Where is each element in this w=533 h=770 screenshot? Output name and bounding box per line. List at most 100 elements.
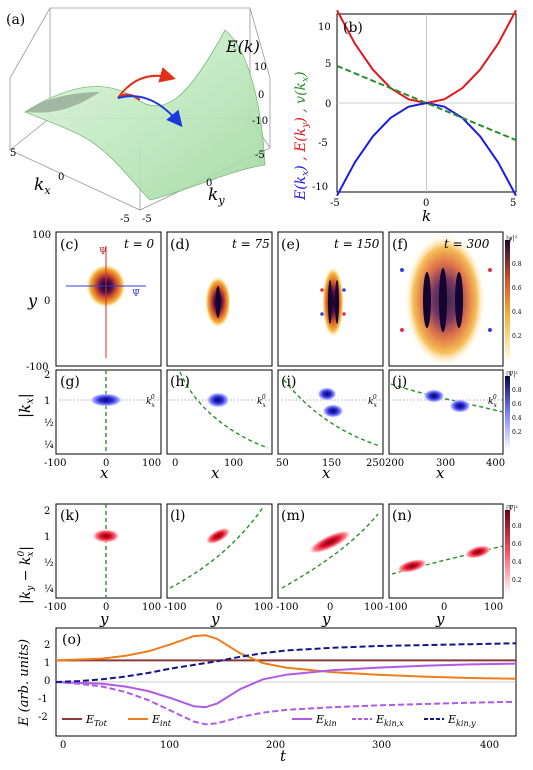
panel-a-xlabel: kx (34, 175, 51, 197)
panel-f-vortex-1 (400, 268, 404, 272)
panel-e-vortex-2 (342, 288, 346, 292)
row3-ytick-2: 2 (44, 506, 50, 517)
panel-l-blob (205, 527, 231, 545)
panel-j-xtick-0: 200 (385, 458, 404, 469)
panel-f-vortex-2 (488, 268, 492, 272)
row2-cbar-tick-3: 0.2 (512, 429, 522, 436)
panel-a-ytick-zero: 0 (206, 178, 212, 189)
panel-j-label: (j) (392, 374, 407, 390)
row2-panels-group: (g) (h) (i) (j) kx0 kx0 kx0 kx0 (55, 369, 504, 455)
panel-h-green-guide (179, 371, 269, 449)
panel-b-label: (b) (343, 20, 363, 36)
panel-o-series-group (55, 634, 517, 726)
panel-f: (f) t = 300 (388, 231, 504, 367)
panel-l-xtick-2: 100 (254, 602, 273, 613)
row2-ytick-2: 2 (44, 370, 50, 381)
panel-h-xtick-1: 100 (224, 458, 243, 469)
row2-cbar-tick-2: 0.4 (512, 415, 522, 422)
panel-e-time: t = 150 (334, 237, 380, 251)
panel-l-label: (l) (170, 508, 185, 524)
panel-b-series-group (336, 9, 517, 197)
panel-i-xtick-2: 250 (366, 458, 385, 469)
row3-ytick-half: ½ (44, 558, 54, 569)
panel-k-xtick-0: -100 (44, 602, 66, 613)
row2-ytick-half: ½ (44, 418, 54, 429)
panel-b-ytick-m5: -5 (318, 138, 328, 149)
panel-b-ylabel: E(kx) , E(ky) , v(kx) (293, 71, 311, 201)
panel-k-blob (92, 529, 120, 543)
panel-o-xtick-200: 200 (266, 740, 285, 751)
row1-cbar-tick-0: 0.8 (512, 261, 522, 268)
panel-m-green-guide (281, 513, 379, 589)
panel-f-label: (f) (392, 237, 408, 253)
panel-b-ytick-10: 10 (318, 22, 331, 33)
panel-o-ytick-m1: -1 (38, 694, 48, 705)
row2-colorbar (505, 376, 510, 450)
panel-j-xtick-2: 400 (486, 458, 505, 469)
panel-o-legend: ETot Eint Ekin Ekin,x Ekin,y (62, 713, 476, 728)
panel-a-ztick-top: 10 (254, 62, 267, 73)
panel-f-vortex-3 (400, 328, 404, 332)
panel-o-ylabel: E (arb. units) (17, 639, 32, 727)
panel-m-label: (m) (281, 508, 305, 524)
panel-f-vortex-4 (488, 328, 492, 332)
panel-a-ztick-mid: 0 (258, 90, 264, 101)
panel-j-xlabel: x (436, 464, 445, 482)
panel-g-xtick-2: 100 (142, 458, 161, 469)
legend-ekinx-label: Ekin,x (375, 713, 404, 728)
panel-k-xtick-2: 100 (142, 602, 161, 613)
panel-o-xtick-100: 100 (160, 740, 179, 751)
panel-o-energy-plot: (o) 2 1 0 -1 -2 0 100 200 300 400 t E (a… (17, 627, 517, 765)
panel-a-saddle-shadow (25, 92, 100, 113)
panel-a-ylabel: ky (208, 185, 225, 207)
panel-i-xtick-0: 50 (276, 458, 289, 469)
legend-ekiny-label: Ekin,y (447, 713, 476, 728)
panel-o-label: (o) (62, 632, 81, 648)
row2-cbar-tick-1: 0.6 (512, 401, 522, 408)
row2-colorbar-label: |Ψ|² (506, 371, 518, 378)
panel-k-frame (55, 503, 162, 599)
panel-l-xtick-1: 0 (216, 602, 222, 613)
panel-e-vortex-4 (342, 312, 346, 316)
panel-n-xtick-1: 0 (441, 602, 447, 613)
panel-b-xtick-5: 5 (510, 198, 516, 209)
panel-b-xlabel: k (422, 207, 431, 225)
panel-i-blob-1 (317, 387, 337, 401)
panel-h-xlabel: x (211, 464, 220, 482)
row3-cbar-tick-1: 0.6 (512, 541, 522, 548)
panel-i-xlabel: x (322, 464, 331, 482)
panel-h-frame (166, 369, 273, 455)
row1-cbar-tick-3: 0.2 (512, 333, 522, 340)
panel-j-green-guide (390, 383, 504, 413)
panel-g-blob (89, 393, 123, 407)
panel-b-ytick-m10: -10 (312, 182, 328, 193)
panel-n-blob-2 (464, 545, 492, 559)
row3-momentum-panels: |ky − kx0| 2 1 ½ ¼ (k) (l) (m) (n) -100 … (17, 503, 522, 628)
panel-m-frame (277, 503, 384, 599)
row3-colorbar (505, 510, 510, 594)
panel-i-xtick-1: 150 (322, 458, 341, 469)
row3-cbar-tick-2: 0.4 (512, 559, 522, 566)
panel-l-green-guide (169, 505, 265, 589)
legend-eint-label: Eint (151, 713, 172, 728)
panel-k-xlabel: y (99, 610, 109, 628)
panel-i-k0-label: kx0 (368, 394, 377, 409)
panel-h-xtick-0: 0 (172, 458, 178, 469)
panel-e-label: (e) (281, 237, 300, 253)
po-lines-series-3-line (55, 681, 517, 726)
panel-a-3d-dispersion: (a) E(k) 10 0 -10 5 0 -5 0 -5 -5 kx ky (6, 7, 271, 225)
panel-n-label: (n) (392, 508, 412, 524)
row1-ytick-m100: -100 (26, 362, 48, 373)
panel-i-blob-2 (322, 404, 344, 418)
panel-f-stripe-3 (455, 272, 463, 328)
panel-n-xtick-0: -100 (385, 602, 407, 613)
row2-momentum-panels: |kx| 2 1 ½ ¼ (g) (16, 369, 522, 482)
panel-n-xlabel: y (435, 610, 445, 628)
panel-a-corner-b: -5 (142, 214, 152, 225)
row1-ylabel: y (27, 291, 38, 310)
row2-ylabel: |kx| (16, 393, 36, 418)
panel-e-vortex-3 (320, 312, 324, 316)
row3-colorbar-label: |Ψ̃|² (506, 505, 518, 512)
panel-g-label: (g) (60, 374, 80, 390)
panel-f-stripe-2 (439, 268, 447, 332)
